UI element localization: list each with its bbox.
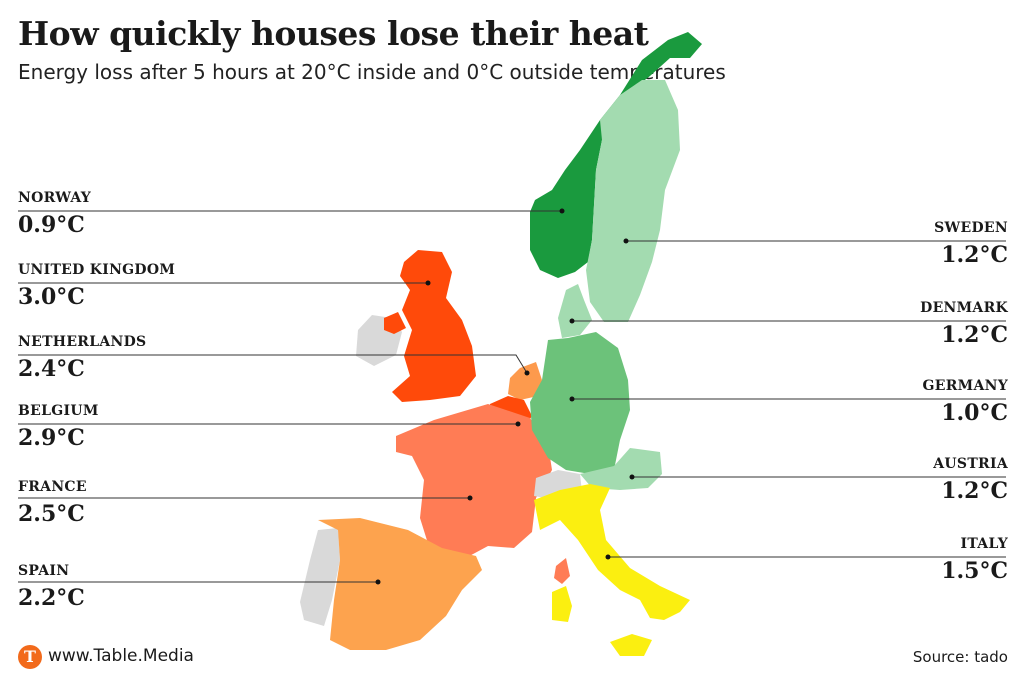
label-belgium-value: 2.9°C (18, 425, 85, 451)
label-spain-value: 2.2°C (18, 585, 85, 611)
label-denmark-value: 1.2°C (941, 322, 1008, 348)
island-corsica (554, 558, 570, 584)
table-media-logo-icon: T (18, 645, 42, 669)
label-belgium-name: BELGIUM (18, 403, 99, 419)
marker-italy (605, 554, 611, 560)
label-uk: UNITED KINGDOM 3.0°C (18, 262, 175, 310)
label-norway-value: 0.9°C (18, 212, 85, 238)
label-uk-name: UNITED KINGDOM (18, 262, 176, 278)
label-austria: AUSTRIA 1.2°C (933, 456, 1008, 504)
label-germany-value: 1.0°C (941, 400, 1008, 426)
label-sweden-value: 1.2°C (941, 242, 1008, 268)
country-germany (530, 332, 630, 474)
marker-belgium (515, 421, 521, 427)
label-netherlands-name: NETHERLANDS (18, 334, 147, 350)
country-uk (384, 250, 476, 402)
label-france: FRANCE 2.5°C (18, 479, 87, 527)
leader-netherlands (18, 354, 528, 374)
label-spain: SPAIN 2.2°C (18, 563, 85, 611)
label-italy: ITALY 1.5°C (941, 536, 1008, 584)
label-norway-name: NORWAY (18, 190, 92, 206)
label-denmark: DENMARK 1.2°C (920, 300, 1008, 348)
label-netherlands-value: 2.4°C (18, 356, 85, 382)
country-norway (530, 32, 702, 278)
country-sweden (586, 80, 680, 322)
marker-denmark (569, 318, 575, 324)
label-germany-name: GERMANY (922, 378, 1008, 394)
country-france (396, 404, 552, 560)
label-sweden: SWEDEN 1.2°C (934, 220, 1008, 268)
label-netherlands: NETHERLANDS 2.4°C (18, 334, 146, 382)
marker-netherlands (524, 370, 530, 376)
marker-spain (375, 579, 381, 585)
marker-france (467, 495, 473, 501)
footer-site-link[interactable]: www.Table.Media (48, 646, 194, 666)
label-germany: GERMANY 1.0°C (922, 378, 1008, 426)
country-austria (580, 448, 662, 490)
marker-norway (559, 208, 565, 214)
label-austria-value: 1.2°C (941, 478, 1008, 504)
map-title: How quickly houses lose their heat (18, 14, 649, 53)
label-uk-value: 3.0°C (18, 284, 85, 310)
label-sweden-name: SWEDEN (934, 220, 1008, 236)
country-spain (318, 518, 482, 650)
label-spain-name: SPAIN (18, 563, 70, 579)
label-italy-name: ITALY (960, 536, 1008, 552)
marker-austria (629, 474, 635, 480)
country-denmark (558, 284, 592, 338)
marker-germany (569, 396, 575, 402)
country-portugal (300, 528, 340, 626)
country-italy (534, 484, 690, 656)
marker-sweden (623, 238, 629, 244)
label-denmark-name: DENMARK (920, 300, 1008, 316)
marker-uk (425, 280, 431, 286)
label-italy-value: 1.5°C (941, 558, 1008, 584)
map-subtitle: Energy loss after 5 hours at 20°C inside… (18, 60, 726, 84)
label-belgium: BELGIUM 2.9°C (18, 403, 99, 451)
country-netherlands (508, 362, 542, 400)
footer-source: Source: tado (912, 648, 1008, 666)
label-france-value: 2.5°C (18, 501, 85, 527)
label-austria-name: AUSTRIA (933, 456, 1008, 472)
label-france-name: FRANCE (18, 479, 87, 495)
label-norway: NORWAY 0.9°C (18, 190, 91, 238)
